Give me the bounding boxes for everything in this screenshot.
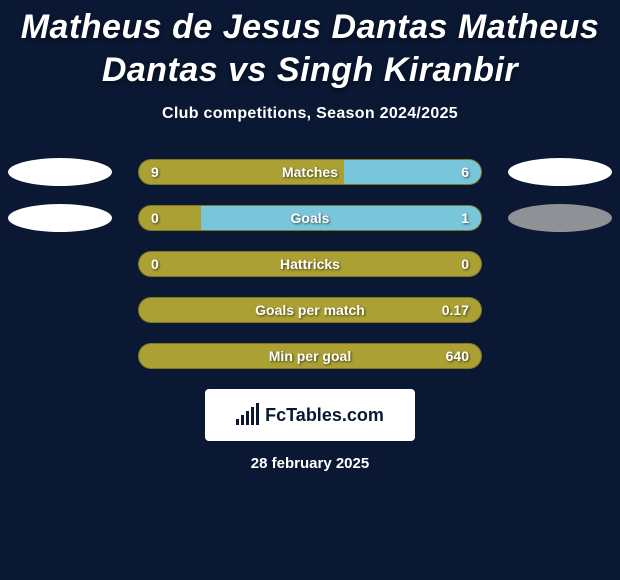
stat-bar-track: 01Goals [138,205,482,231]
footer-date: 28 february 2025 [0,455,620,472]
stat-bar-track: 0.17Goals per match [138,297,482,323]
stat-row: 01Goals [0,205,620,231]
stat-row: 0 0Hattricks [0,251,620,277]
stat-bar-fill [201,206,481,230]
stat-value-right: 0.17 [442,298,469,322]
stat-value-left: 0 [151,206,159,230]
comparison-chart: 96Matches01Goals00Hattricks0.17Goals per… [0,159,620,369]
stat-value-left: 0 [151,252,159,276]
player-right-avatar [508,204,612,232]
stat-value-right: 640 [446,344,469,368]
player-left-avatar [8,158,112,186]
stat-label: Goals per match [139,298,481,322]
stat-label: Min per goal [139,344,481,368]
stat-value-right: 0 [461,252,469,276]
stat-bar-fill [344,160,481,184]
stat-row: 640Min per goal [0,343,620,369]
stat-label: Hattricks [139,252,481,276]
stat-bar-track: 96Matches [138,159,482,185]
stat-bar-track: 0 0Hattricks [138,251,482,277]
page-title: Matheus de Jesus Dantas Matheus Dantas v… [0,0,620,95]
stat-bar-track: 640Min per goal [138,343,482,369]
stat-row: 0.17Goals per match [0,297,620,323]
stat-row: 96Matches [0,159,620,185]
page-subtitle: Club competitions, Season 2024/2025 [0,105,620,123]
brand-logo[interactable]: FcTables.com [205,389,415,441]
stat-value-left: 9 [151,160,159,184]
player-left-avatar [8,204,112,232]
player-right-avatar [508,158,612,186]
bar-chart-icon [236,405,259,425]
brand-text: FcTables.com [265,405,384,426]
